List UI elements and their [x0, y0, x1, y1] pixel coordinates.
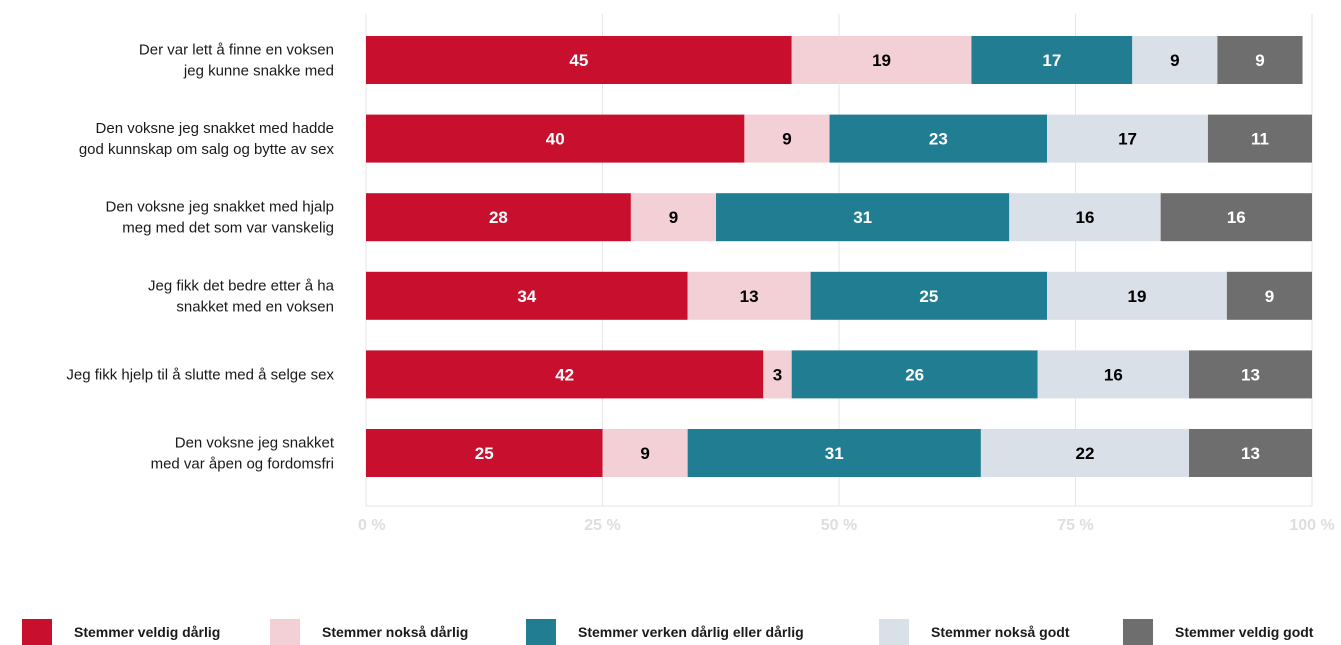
legend-swatch: [22, 619, 52, 645]
legend-swatch: [879, 619, 909, 645]
bar-segment: [763, 350, 792, 399]
bar-value-label: 28: [489, 208, 508, 227]
legend-label: Stemmer nokså godt: [931, 624, 1070, 640]
bar-segment: [366, 429, 603, 477]
bar-value-label: 17: [1118, 130, 1137, 149]
bar-segment: [810, 271, 1048, 320]
bar-segment: [1160, 193, 1312, 242]
bar-segment: [1226, 271, 1312, 320]
legend-swatch: [526, 619, 556, 645]
legend-item: Stemmer veldig godt: [1123, 619, 1314, 645]
legend-label: Stemmer veldig dårlig: [74, 624, 221, 640]
bar-value-label: 16: [1227, 208, 1246, 227]
bar-segment: [366, 114, 745, 163]
bar-segment: [366, 350, 764, 399]
bar-value-label: 13: [1241, 444, 1260, 463]
category-label: god kunnskap om salg og bytte av sex: [79, 141, 335, 158]
bar-value-label: 19: [872, 51, 891, 70]
bar-segment: [1132, 36, 1218, 84]
legend-label: Stemmer verken dårlig eller dårlig: [578, 624, 804, 640]
bar-value-label: 26: [905, 365, 924, 384]
bar-segment: [366, 193, 631, 242]
category-label: Den voksne jeg snakket med hadde: [96, 120, 334, 137]
x-tick-label: 50 %: [821, 517, 857, 534]
bar-segment: [716, 193, 1010, 242]
category-label: Den voksne jeg snakket med hjalp: [106, 199, 334, 216]
bar-segment: [1189, 429, 1312, 477]
bar-value-label: 31: [825, 444, 844, 463]
bar-value-label: 9: [1265, 287, 1274, 306]
x-tick-label: 75 %: [1057, 517, 1093, 534]
bar-segment: [744, 114, 830, 163]
legend-swatch: [270, 619, 300, 645]
x-tick-label: 100 %: [1289, 517, 1334, 534]
bar-segment: [687, 271, 811, 320]
bar-segment: [971, 36, 1133, 84]
bar-value-label: 34: [517, 287, 536, 306]
bar-value-label: 13: [1241, 365, 1260, 384]
bar-segment: [1047, 114, 1208, 163]
legend-item: Stemmer nokså godt: [879, 619, 1070, 645]
bar-segment: [791, 36, 972, 84]
legend-item: Stemmer verken dårlig eller dårlig: [526, 619, 804, 645]
bar-value-label: 45: [569, 51, 588, 70]
bar-value-label: 9: [782, 130, 791, 149]
category-label: Der var lett å finne en voksen: [139, 42, 334, 59]
bar-segment: [630, 193, 717, 242]
legend-item: Stemmer nokså dårlig: [270, 619, 469, 645]
bar-segment: [602, 429, 688, 477]
x-tick-label: 0 %: [358, 517, 386, 534]
bar-segment: [366, 36, 792, 84]
bar-value-label: 25: [475, 444, 494, 463]
bar-value-label: 16: [1104, 365, 1123, 384]
bar-segment: [1189, 350, 1312, 399]
bar-segment: [1037, 350, 1190, 399]
bar-value-label: 3: [773, 365, 782, 384]
bar-value-label: 25: [919, 287, 938, 306]
bar-value-label: 9: [1170, 51, 1179, 70]
bar-value-label: 9: [1255, 51, 1264, 70]
bar-value-label: 19: [1128, 287, 1147, 306]
bar-value-label: 40: [546, 130, 565, 149]
category-label: meg med det som var vanskelig: [122, 220, 334, 237]
bar-value-label: 9: [640, 444, 649, 463]
bar-segment: [366, 271, 688, 320]
bar-value-label: 42: [555, 365, 574, 384]
category-label: med var åpen og fordomsfri: [151, 456, 334, 473]
bar-segment: [1047, 271, 1227, 320]
category-label: snakket med en voksen: [176, 298, 334, 315]
bar-segment: [1207, 114, 1312, 163]
x-tick-label: 25 %: [584, 517, 620, 534]
bar-value-label: 17: [1042, 51, 1061, 70]
category-label: Jeg fikk det bedre etter å ha: [148, 277, 335, 294]
category-label: Den voksne jeg snakket: [175, 435, 335, 452]
bar-value-label: 23: [929, 130, 948, 149]
legend-label: Stemmer nokså dårlig: [322, 624, 469, 640]
bar-segment: [829, 114, 1048, 163]
category-label: Jeg fikk hjelp til å slutte med å selge …: [66, 366, 334, 383]
legend-item: Stemmer veldig dårlig: [22, 619, 221, 645]
bar-value-label: 11: [1251, 130, 1269, 149]
bar-value-label: 31: [853, 208, 872, 227]
bar-segment: [687, 429, 981, 477]
category-label: jeg kunne snakke med: [183, 63, 334, 80]
legend-label: Stemmer veldig godt: [1175, 624, 1314, 640]
bar-value-label: 22: [1075, 444, 1094, 463]
bar-segment: [1009, 193, 1161, 242]
bar-value-label: 16: [1075, 208, 1094, 227]
bar-value-label: 9: [669, 208, 678, 227]
bar-segment: [791, 350, 1038, 399]
bar-segment: [980, 429, 1190, 477]
legend-swatch: [1123, 619, 1153, 645]
bar-value-label: 13: [740, 287, 759, 306]
bar-segment: [1217, 36, 1303, 84]
